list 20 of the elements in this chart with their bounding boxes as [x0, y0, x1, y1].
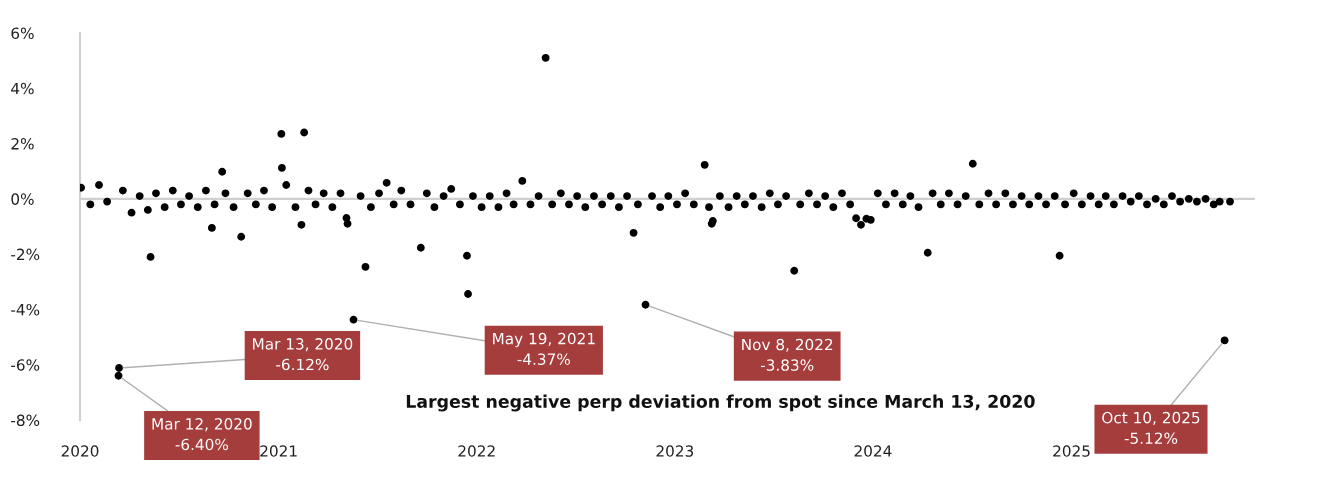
x-tick-label: 2020	[61, 445, 99, 457]
y-tick-label: -2%	[11, 248, 40, 261]
y-tick-label: 0%	[11, 193, 34, 205]
annotation: Mar 12, 2020 -6.40%	[152, 418, 252, 451]
x-tick-label: 2022	[458, 445, 495, 457]
x-tick-label: 2023	[656, 445, 694, 457]
annotation: May 19, 2021 -4.37%	[493, 332, 595, 365]
annotation: Nov 8, 2022 -3.83%	[742, 338, 833, 371]
y-tick-label: -6%	[11, 359, 40, 371]
y-tick-label: 2%	[11, 138, 34, 150]
y-tick-label: 4%	[11, 82, 34, 95]
x-tick-label: 2021	[260, 445, 297, 457]
y-tick-label: 6%	[11, 27, 34, 40]
x-tick-label: 2025	[1053, 445, 1090, 457]
annotation: Mar 13, 2020 -6.12%	[253, 338, 353, 371]
x-tick-label: 2024	[854, 445, 892, 457]
annotation: Oct 10, 2025 -5.12%	[1102, 411, 1200, 445]
text: Largest negative perp deviation from spot since March 13, 2020	[406, 394, 1035, 412]
y-tick-label: -4%	[11, 303, 40, 316]
y-tick-label: -8%	[11, 414, 40, 427]
